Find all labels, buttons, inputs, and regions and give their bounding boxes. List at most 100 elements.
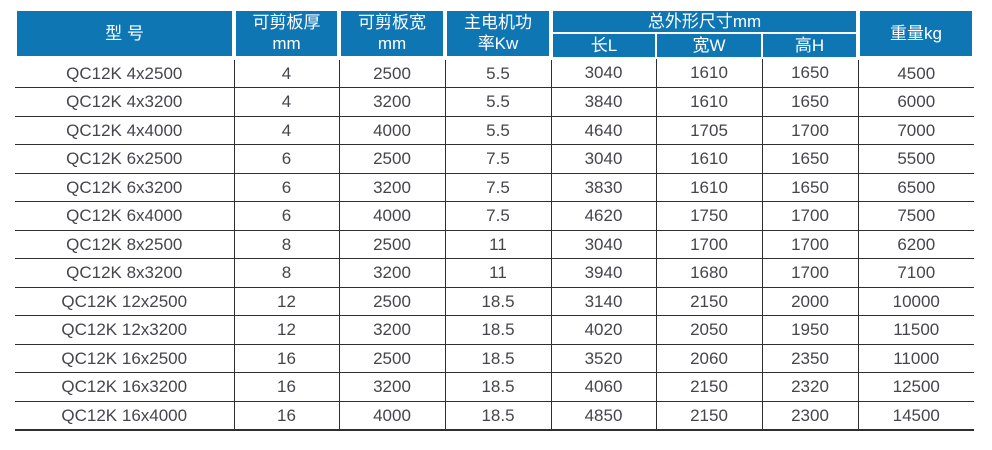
cell-length-l: 4850 — [550, 400, 657, 431]
cell-height-h: 2000 — [761, 286, 859, 316]
table-row: QC12K 16x2500 16 2500 18.5 3520 2060 2350 11000 — [15, 343, 974, 373]
cell-height-h: 2350 — [761, 343, 859, 373]
cell-height-h: 1650 — [761, 172, 859, 202]
cell-cut-width-mm: 4000 — [338, 115, 446, 145]
cell-cut-width-mm: 2500 — [338, 229, 446, 259]
cell-height-h: 1700 — [761, 201, 859, 231]
cell-motor-power-kw: 18.5 — [444, 400, 552, 431]
header-cut-width-label: 可剪板宽 — [358, 13, 426, 32]
cell-cut-thickness-mm: 12 — [233, 315, 340, 345]
header-weight: 重量kg — [856, 7, 976, 60]
cell-cut-width-mm: 2500 — [338, 343, 446, 373]
header-motor-power-label-1: 主电机功 — [464, 13, 532, 32]
header-cut-width-unit: mm — [377, 34, 407, 54]
cell-cut-width-mm: 2500 — [338, 286, 446, 316]
cell-weight-kg: 5500 — [857, 144, 974, 174]
cell-height-h: 2320 — [761, 372, 859, 402]
cell-model: QC12K 8x2500 — [15, 229, 235, 259]
cell-length-l: 3140 — [550, 286, 657, 316]
cell-height-h: 1700 — [761, 258, 859, 288]
header-cut-thickness-unit: mm — [272, 34, 301, 54]
header-overall-dimensions: 总外形尺寸mm — [549, 6, 860, 35]
cell-motor-power-kw: 5.5 — [444, 115, 552, 145]
cell-weight-kg: 6000 — [857, 87, 974, 117]
table-row: QC12K 8x2500 8 2500 11 3040 1700 1700 6200 — [15, 229, 974, 259]
cell-height-h: 2300 — [761, 400, 859, 431]
cell-motor-power-kw: 5.5 — [444, 87, 552, 117]
cell-motor-power-kw: 18.5 — [444, 343, 552, 373]
cell-height-h: 1650 — [761, 144, 859, 174]
header-motor-power-label-2: 率Kw — [477, 34, 519, 54]
cell-length-l: 3840 — [550, 87, 657, 117]
cell-width-w: 2150 — [655, 400, 763, 431]
table-row: QC12K 4x4000 4 4000 5.5 4640 1705 1700 7000 — [15, 115, 974, 145]
cell-weight-kg: 7500 — [857, 201, 974, 231]
cell-width-w: 1610 — [655, 172, 763, 202]
cell-cut-width-mm: 4000 — [338, 201, 446, 231]
cell-cut-thickness-mm: 16 — [233, 372, 340, 402]
table-header: 型 号 可剪板厚 mm 可剪板宽 mm 主电机功 率Kw 总外形尺寸mm 重量k… — [13, 6, 976, 60]
cell-motor-power-kw: 7.5 — [444, 201, 552, 231]
cell-length-l: 3040 — [550, 229, 657, 259]
cell-motor-power-kw: 5.5 — [444, 57, 552, 88]
cell-width-w: 2150 — [655, 372, 763, 402]
cell-weight-kg: 10000 — [857, 286, 974, 316]
cell-length-l: 4060 — [550, 372, 657, 402]
header-cut-thickness-label: 可剪板厚 — [252, 13, 321, 32]
cell-model: QC12K 12x3200 — [15, 315, 235, 345]
table-row: QC12K 4x2500 4 2500 5.5 3040 1610 1650 4500 — [15, 57, 974, 88]
cell-cut-thickness-mm: 16 — [233, 343, 340, 373]
cell-weight-kg: 7000 — [857, 115, 974, 145]
cell-model: QC12K 16x4000 — [15, 400, 235, 431]
cell-motor-power-kw: 7.5 — [444, 144, 552, 174]
cell-width-w: 2050 — [655, 315, 763, 345]
cell-length-l: 3040 — [550, 57, 657, 88]
cell-cut-thickness-mm: 8 — [233, 229, 340, 259]
cell-cut-thickness-mm: 6 — [233, 144, 340, 174]
table-row: QC12K 16x4000 16 4000 18.5 4850 2150 2300 14500 — [15, 400, 974, 431]
cell-model: QC12K 6x4000 — [15, 201, 235, 231]
cell-length-l: 3830 — [550, 172, 657, 202]
table-row: QC12K 8x3200 8 3200 11 3940 1680 1700 7100 — [15, 258, 974, 288]
table-row: QC12K 6x2500 6 2500 7.5 3040 1610 1650 5500 — [15, 144, 974, 174]
cell-width-w: 1610 — [655, 57, 763, 88]
cell-model: QC12K 4x3200 — [15, 87, 235, 117]
cell-width-w: 1700 — [655, 229, 763, 259]
cell-height-h: 1700 — [761, 229, 859, 259]
cell-width-w: 1610 — [655, 87, 763, 117]
cell-width-w: 2150 — [655, 286, 763, 316]
cell-model: QC12K 6x2500 — [15, 144, 235, 174]
header-width-w: 宽W — [655, 32, 763, 59]
cell-length-l: 4640 — [550, 115, 657, 145]
cell-length-l: 4620 — [550, 201, 657, 231]
cell-height-h: 1650 — [761, 57, 859, 88]
cell-model: QC12K 8x3200 — [15, 258, 235, 288]
header-cut-thickness: 可剪板厚 mm — [232, 7, 341, 60]
cell-weight-kg: 4500 — [857, 57, 974, 88]
cell-width-w: 1705 — [655, 115, 763, 145]
cell-cut-width-mm: 3200 — [338, 172, 446, 202]
cell-width-w: 1680 — [655, 258, 763, 288]
cell-cut-width-mm: 2500 — [338, 57, 446, 88]
cell-model: QC12K 4x4000 — [15, 115, 235, 145]
cell-height-h: 1650 — [761, 87, 859, 117]
cell-model: QC12K 16x2500 — [15, 343, 235, 373]
cell-cut-thickness-mm: 6 — [233, 201, 340, 231]
spec-table: 型 号 可剪板厚 mm 可剪板宽 mm 主电机功 率Kw 总外形尺寸mm 重量k… — [13, 6, 976, 431]
header-height-h: 高H — [761, 32, 859, 59]
cell-model: QC12K 4x2500 — [15, 57, 235, 88]
cell-cut-thickness-mm: 8 — [233, 258, 340, 288]
table-row: QC12K 16x3200 16 3200 18.5 4060 2150 2320 12500 — [15, 372, 974, 402]
cell-weight-kg: 6200 — [857, 229, 974, 259]
header-length-l: 长L — [550, 32, 657, 59]
cell-length-l: 3940 — [550, 258, 657, 288]
cell-cut-width-mm: 3200 — [338, 315, 446, 345]
table-row: QC12K 12x2500 12 2500 18.5 3140 2150 2000 10000 — [15, 286, 974, 316]
cell-height-h: 1700 — [761, 115, 859, 145]
cell-cut-thickness-mm: 12 — [233, 286, 340, 316]
cell-weight-kg: 6500 — [857, 172, 974, 202]
cell-cut-thickness-mm: 16 — [233, 400, 340, 431]
cell-cut-thickness-mm: 6 — [233, 172, 340, 202]
table-row: QC12K 12x3200 12 3200 18.5 4020 2050 1950 11500 — [15, 315, 974, 345]
